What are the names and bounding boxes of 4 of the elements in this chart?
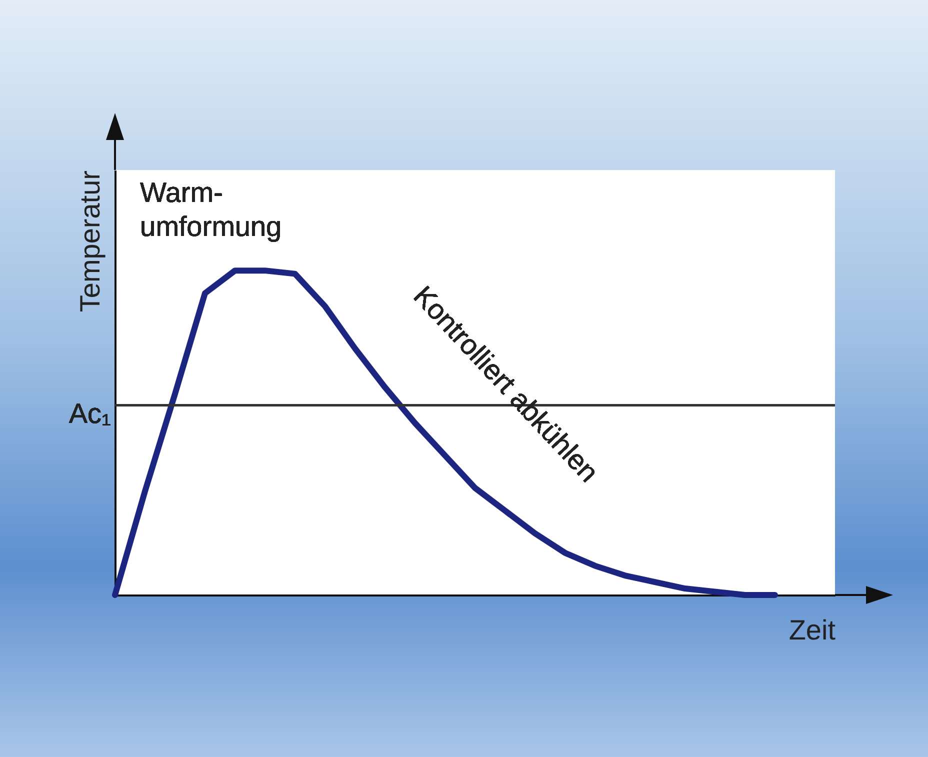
x-axis-title: Zeit	[788, 614, 836, 646]
y-axis-title: Temperatur	[74, 170, 106, 312]
text: Warm- umformung	[140, 177, 282, 242]
ref-line-label: Ac₁	[68, 398, 111, 430]
